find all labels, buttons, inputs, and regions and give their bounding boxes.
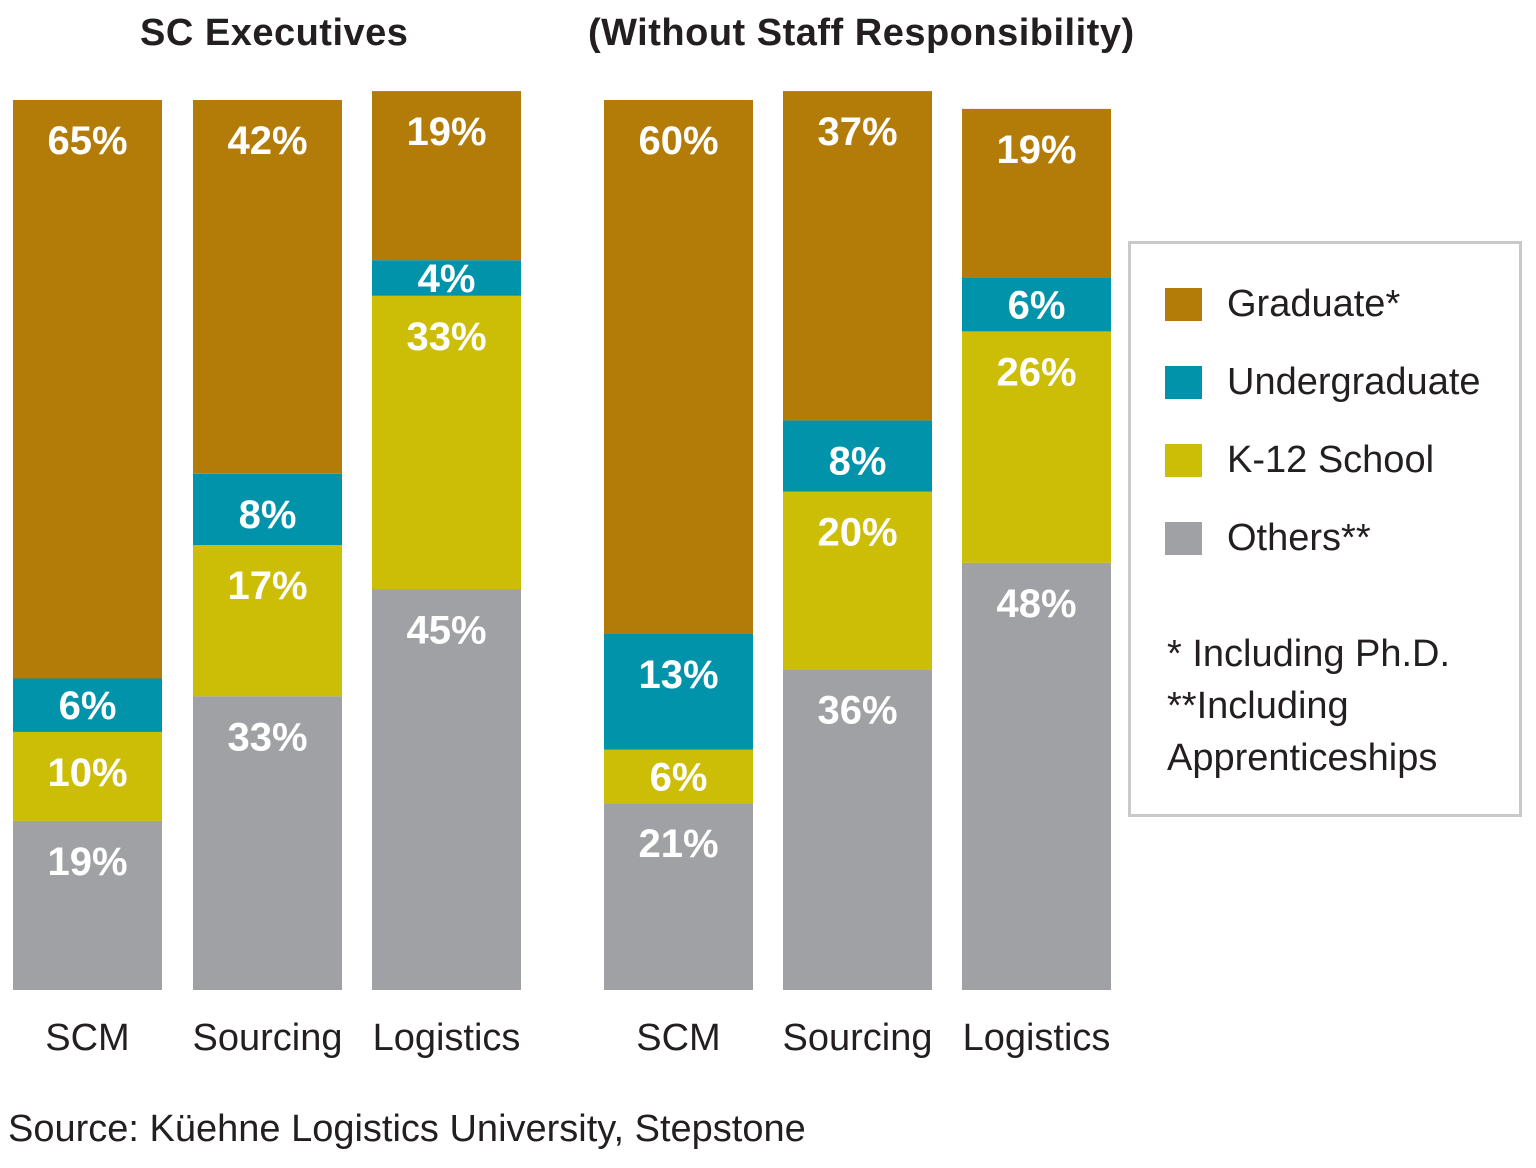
bar-segment-others-logistics	[962, 562, 1111, 990]
category-label-scm: SCM	[636, 1017, 720, 1059]
legend-label: K-12 School	[1227, 438, 1435, 481]
value-label: 17%	[227, 564, 307, 608]
value-label: 33%	[227, 715, 307, 759]
value-label: 19%	[47, 840, 127, 884]
value-label: 13%	[638, 653, 718, 697]
value-label: 8%	[829, 439, 887, 483]
bar-segment-undergraduate-sourcing	[783, 420, 932, 492]
legend-swatch-graduate	[1165, 287, 1202, 321]
bar-segment-graduate-sourcing	[783, 91, 932, 421]
category-label-logistics: Logistics	[373, 1017, 521, 1059]
legend-swatch-undergraduate	[1165, 365, 1202, 399]
bar-segment-undergraduate-logistics	[962, 278, 1111, 332]
bar-segment-undergraduate-scm	[13, 678, 162, 732]
value-label: 36%	[817, 689, 897, 733]
footnote-apprenticeships-2: Apprenticeships	[1167, 737, 1438, 779]
bar-segment-others-sourcing	[193, 696, 342, 990]
legend-item-undergraduate: Undergraduate	[1165, 360, 1481, 403]
value-label: 65%	[47, 119, 127, 163]
bar-segment-k-12-school-logistics	[372, 295, 521, 590]
value-label: 20%	[817, 511, 897, 555]
bar-segment-graduate-sourcing	[193, 100, 342, 474]
bar-segment-k-12-school-logistics	[962, 331, 1111, 563]
bar-segment-others-logistics	[372, 589, 521, 990]
chart-title-sc-executives: SC Executives	[140, 12, 409, 54]
bar-segment-k-12-school-sourcing	[193, 545, 342, 697]
footnote-apprenticeships-1: **Including	[1167, 685, 1349, 727]
legend: Graduate* Undergraduate K-12 School Othe…	[1128, 241, 1522, 817]
stacked-bar-chart: 19% 10% 6% 65% SCM 33% 17% 8% 42% Sourcing 45% 33% 4…	[13, 91, 1111, 1059]
legend-label: Others**	[1227, 516, 1371, 559]
value-label: 60%	[638, 119, 718, 163]
bar-segment-others-scm	[604, 803, 753, 990]
value-label: 4%	[418, 257, 476, 301]
value-label: 45%	[406, 609, 486, 653]
bar-segment-undergraduate-scm	[604, 634, 753, 750]
category-label-scm: SCM	[45, 1017, 129, 1059]
legend-swatch-others	[1165, 521, 1202, 555]
bar-segment-graduate-scm	[604, 100, 753, 634]
bar-segment-undergraduate-logistics	[372, 260, 521, 296]
value-label: 37%	[817, 110, 897, 154]
value-label: 6%	[59, 684, 117, 728]
legend-item-graduate: Graduate*	[1165, 282, 1401, 325]
value-label: 48%	[996, 582, 1076, 626]
bar-segment-k-12-school-sourcing	[783, 491, 932, 670]
footnote-phd: * Including Ph.D.	[1167, 633, 1451, 675]
source-note: Source: Küehne Logistics University, Ste…	[8, 1108, 806, 1150]
value-label: 26%	[996, 350, 1076, 394]
legend-item-others: Others**	[1165, 516, 1371, 559]
value-label: 10%	[47, 751, 127, 795]
legend-swatch-k12	[1165, 443, 1202, 477]
bar-segment-graduate-logistics	[372, 91, 521, 261]
bar-segment-undergraduate-sourcing	[193, 473, 342, 545]
bar-segment-k-12-school-scm	[13, 731, 162, 821]
bar-segment-graduate-scm	[13, 100, 162, 679]
category-label-sourcing: Sourcing	[783, 1017, 933, 1059]
bar-segment-others-scm	[13, 820, 162, 990]
bar-segment-graduate-logistics	[962, 108, 1111, 279]
chart-title-without-staff: (Without Staff Responsibility)	[588, 12, 1135, 54]
legend-label: Undergraduate	[1227, 360, 1481, 403]
category-label-logistics: Logistics	[963, 1017, 1111, 1059]
value-label: 33%	[406, 315, 486, 359]
category-label-sourcing: Sourcing	[193, 1017, 343, 1059]
legend-item-k12: K-12 School	[1165, 438, 1435, 481]
value-label: 6%	[650, 755, 708, 799]
value-label: 19%	[996, 128, 1076, 172]
legend-label: Graduate*	[1227, 282, 1401, 325]
value-label: 8%	[239, 493, 297, 537]
value-label: 6%	[1008, 284, 1066, 328]
bar-segment-others-sourcing	[783, 669, 932, 990]
value-label: 19%	[406, 110, 486, 154]
value-label: 42%	[227, 119, 307, 163]
bar-segment-k-12-school-scm	[604, 749, 753, 804]
value-label: 21%	[638, 822, 718, 866]
